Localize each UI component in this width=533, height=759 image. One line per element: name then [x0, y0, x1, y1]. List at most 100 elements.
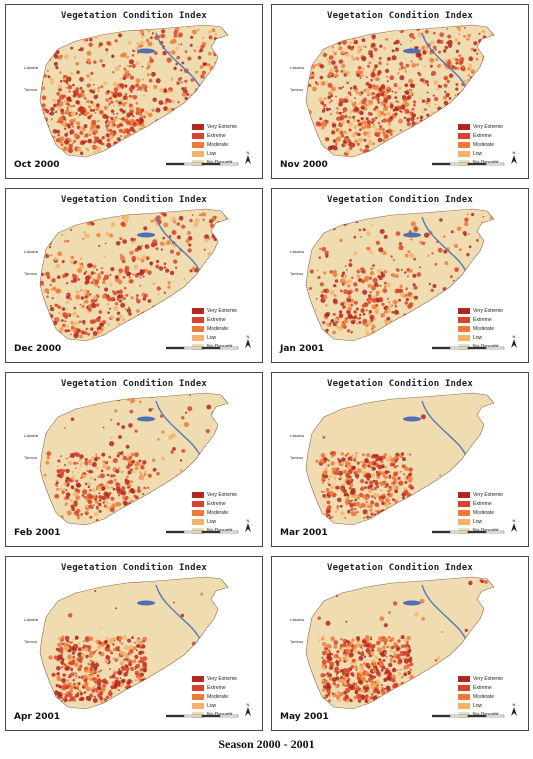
north-label: N [247, 518, 250, 523]
legend-swatch [192, 703, 204, 709]
legend-swatch [458, 142, 470, 148]
legend-label: Extreme [473, 501, 492, 507]
legend-swatch [192, 317, 204, 323]
city-label: Lattakia [290, 433, 305, 438]
map-panel: Vegetation Condition Index Lattakia Tartou… [5, 188, 263, 363]
legend-item: Extreme [192, 684, 237, 692]
legend-label: Low [473, 519, 483, 525]
legend-swatch [192, 133, 204, 139]
legend-label: Very Extreme [207, 308, 238, 314]
legend-swatch [458, 676, 470, 682]
legend-swatch [458, 694, 470, 700]
legend-swatch [192, 308, 204, 314]
legend-label: Low [473, 335, 483, 341]
city-label: Tartous [290, 271, 304, 276]
syria-vci-map [305, 392, 495, 526]
legend-item: Very Extreme [458, 123, 503, 131]
scale-bar [432, 162, 505, 166]
north-arrow-icon: N [245, 702, 251, 716]
legend-label: Very Extreme [473, 492, 504, 498]
legend-swatch [192, 685, 204, 691]
legend-label: Extreme [473, 133, 492, 139]
scale-bar [432, 714, 505, 718]
month-label: Oct 2000 [14, 160, 60, 170]
syria-vci-map [39, 208, 229, 342]
legend-item: Moderate [192, 693, 237, 701]
legend-label: Moderate [473, 694, 495, 700]
legend-item: Extreme [192, 500, 237, 508]
scale-bar [166, 530, 239, 534]
legend-swatch [192, 510, 204, 516]
scale-bar [166, 162, 239, 166]
legend-item: Extreme [458, 684, 503, 692]
legend-label: Extreme [207, 685, 226, 691]
legend-label: Very Extreme [207, 492, 238, 498]
legend-label: Moderate [473, 326, 495, 332]
legend-label: Very Extreme [473, 124, 504, 130]
legend-item: Extreme [458, 500, 503, 508]
legend-item: Extreme [458, 132, 503, 140]
legend-label: Moderate [473, 510, 495, 516]
legend-item: Very Extreme [192, 675, 237, 683]
month-label: Dec 2000 [14, 344, 62, 354]
legend-label: Moderate [207, 326, 229, 332]
legend-swatch [458, 335, 470, 341]
city-label: Tartous [290, 639, 304, 644]
legend-swatch [458, 501, 470, 507]
city-label: Tartous [24, 271, 38, 276]
panel-title: Vegetation Condition Index [60, 379, 208, 389]
legend-label: Very Extreme [473, 676, 504, 682]
map-panel: Vegetation Condition Index Lattakia Tartou… [5, 4, 263, 179]
legend-swatch [192, 676, 204, 682]
north-label: N [513, 150, 516, 155]
legend-swatch [192, 151, 204, 157]
legend-item: Low [192, 150, 237, 158]
north-arrow-icon: N [245, 518, 251, 532]
legend-label: Low [207, 335, 217, 341]
legend-swatch [192, 519, 204, 525]
city-label: Lattakia [24, 249, 39, 254]
legend-swatch [458, 317, 470, 323]
legend-item: Low [458, 702, 503, 710]
legend-swatch [458, 510, 470, 516]
panel-title: Vegetation Condition Index [326, 11, 474, 21]
map-panel: Vegetation Condition Index Lattakia Tartou… [5, 556, 263, 731]
legend-label: Very Extreme [207, 124, 238, 130]
syria-vci-map [39, 24, 229, 158]
city-label: Tartous [290, 87, 304, 92]
legend-item: Very Extreme [192, 123, 237, 131]
city-label: Tartous [290, 455, 304, 460]
legend-item: Moderate [458, 693, 503, 701]
panel-title: Vegetation Condition Index [326, 379, 474, 389]
legend-swatch [458, 685, 470, 691]
scale-bar [432, 530, 505, 534]
month-label: Nov 2000 [280, 160, 328, 170]
legend-item: Low [458, 518, 503, 526]
legend-item: Low [192, 702, 237, 710]
legend-item: Moderate [192, 325, 237, 333]
north-arrow-icon: N [511, 150, 517, 164]
month-label: Mar 2001 [280, 528, 328, 538]
legend-item: Very Extreme [458, 675, 503, 683]
legend-label: Extreme [473, 685, 492, 691]
legend-swatch [458, 151, 470, 157]
map-panel: Vegetation Condition Index Lattakia Tartou… [271, 372, 529, 547]
syria-vci-map [39, 392, 229, 526]
legend-swatch [192, 326, 204, 332]
legend-item: Low [192, 334, 237, 342]
panel-title: Vegetation Condition Index [60, 11, 208, 21]
syria-vci-map [305, 576, 495, 710]
legend-item: Very Extreme [192, 491, 237, 499]
north-arrow-icon: N [245, 334, 251, 348]
legend-label: Low [473, 151, 483, 157]
legend-swatch [192, 501, 204, 507]
legend-label: Low [207, 703, 217, 709]
legend-item: Moderate [192, 141, 237, 149]
legend-label: Low [207, 151, 217, 157]
city-label: Lattakia [290, 249, 305, 254]
legend-swatch [192, 142, 204, 148]
legend-item: Very Extreme [458, 491, 503, 499]
city-label: Lattakia [24, 65, 39, 70]
map-panel: Vegetation Condition Index Lattakia Tartou… [271, 556, 529, 731]
legend-label: Extreme [473, 317, 492, 323]
